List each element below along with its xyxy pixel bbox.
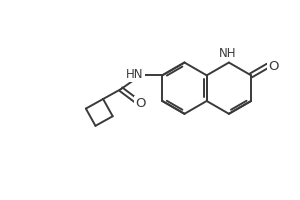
Text: O: O (268, 60, 278, 73)
Text: HN: HN (126, 68, 143, 81)
Text: NH: NH (219, 47, 237, 60)
Text: H: H (228, 49, 236, 59)
Text: O: O (135, 97, 146, 110)
